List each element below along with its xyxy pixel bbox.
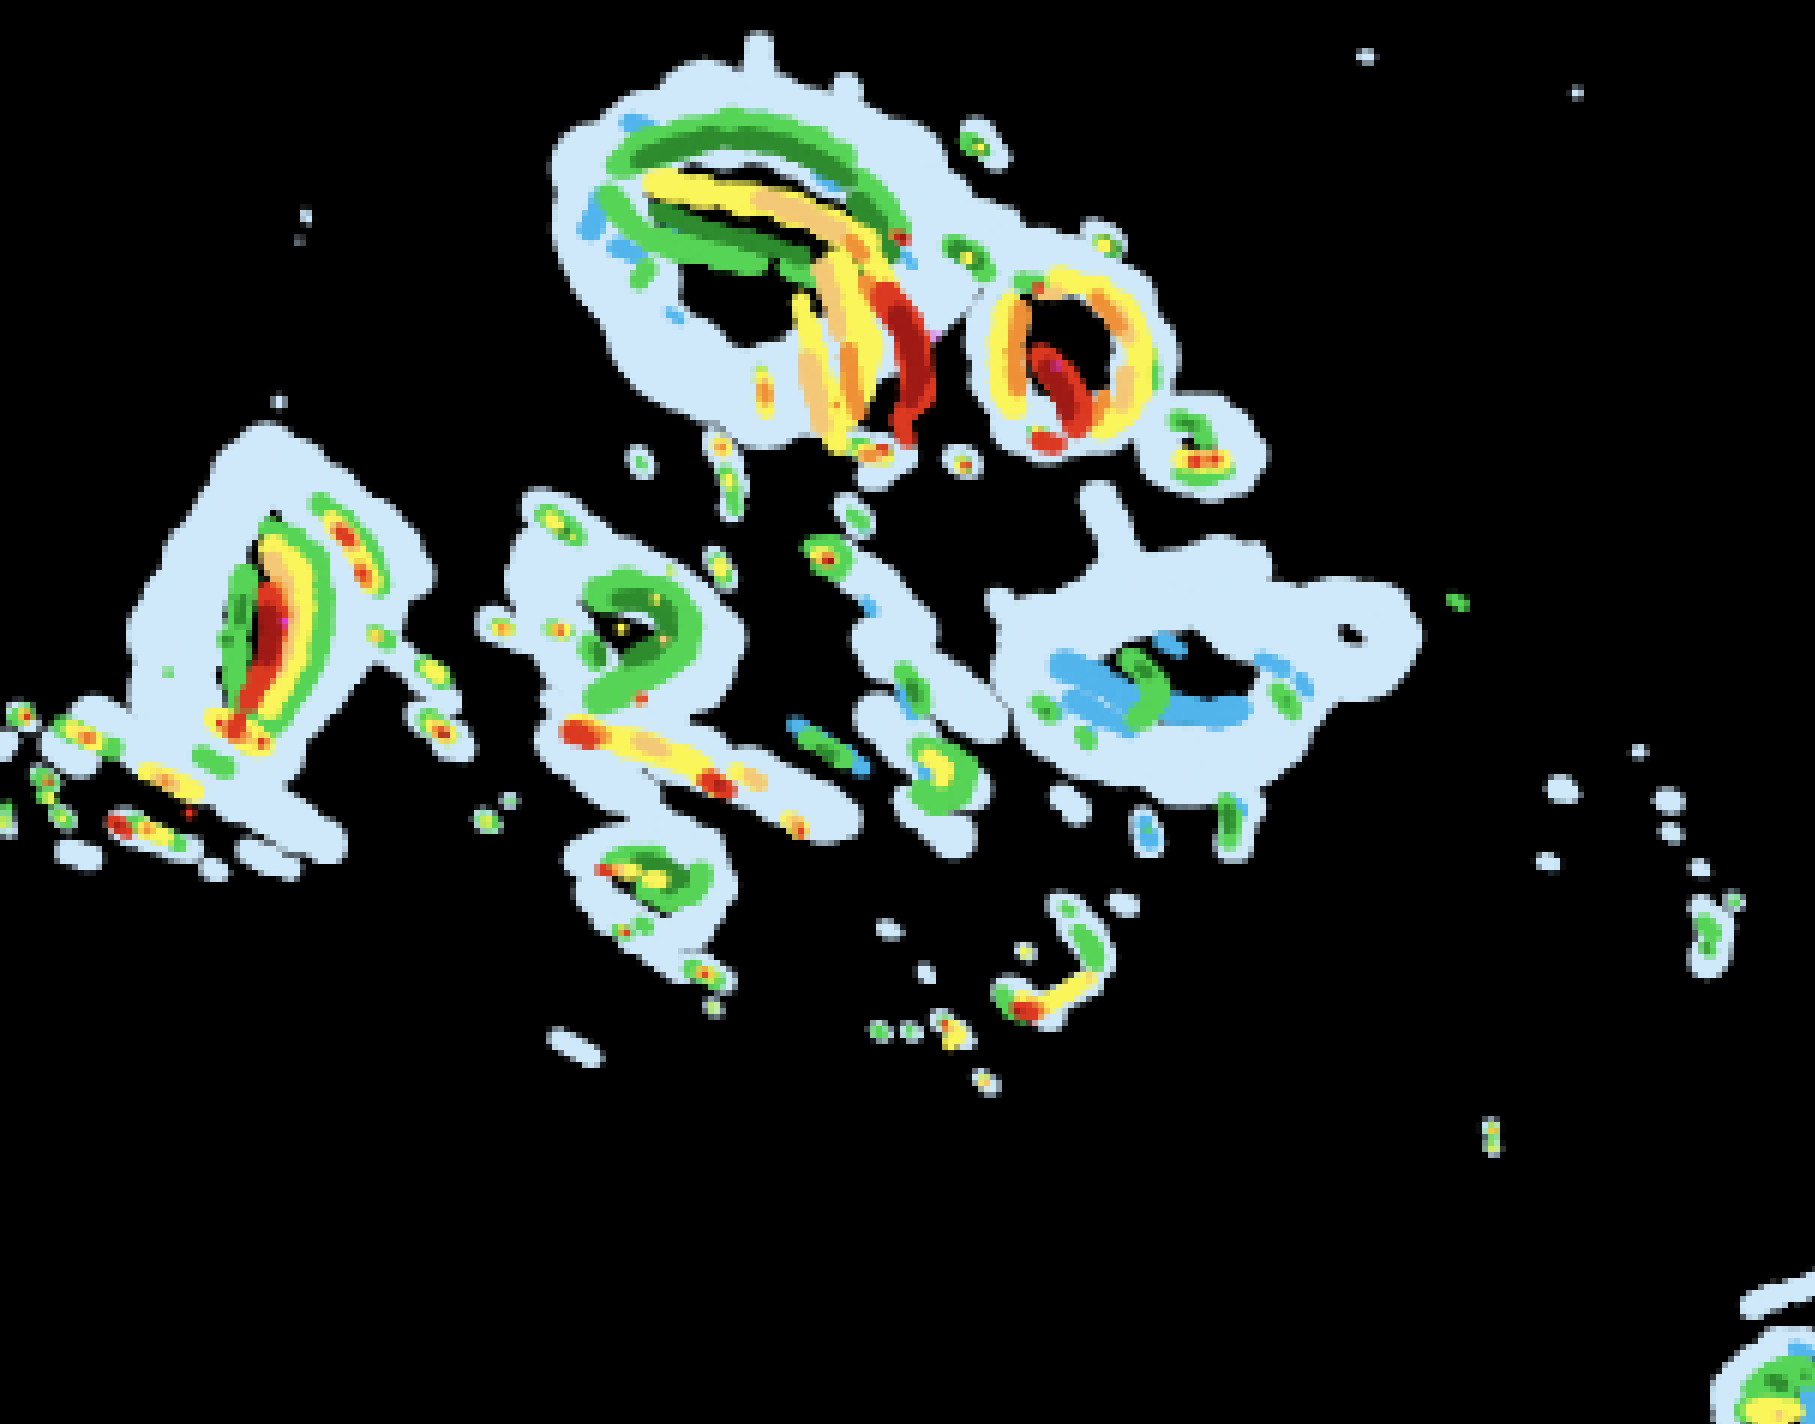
- radar-canvas: [0, 0, 1815, 1424]
- radar-map: [0, 0, 1815, 1424]
